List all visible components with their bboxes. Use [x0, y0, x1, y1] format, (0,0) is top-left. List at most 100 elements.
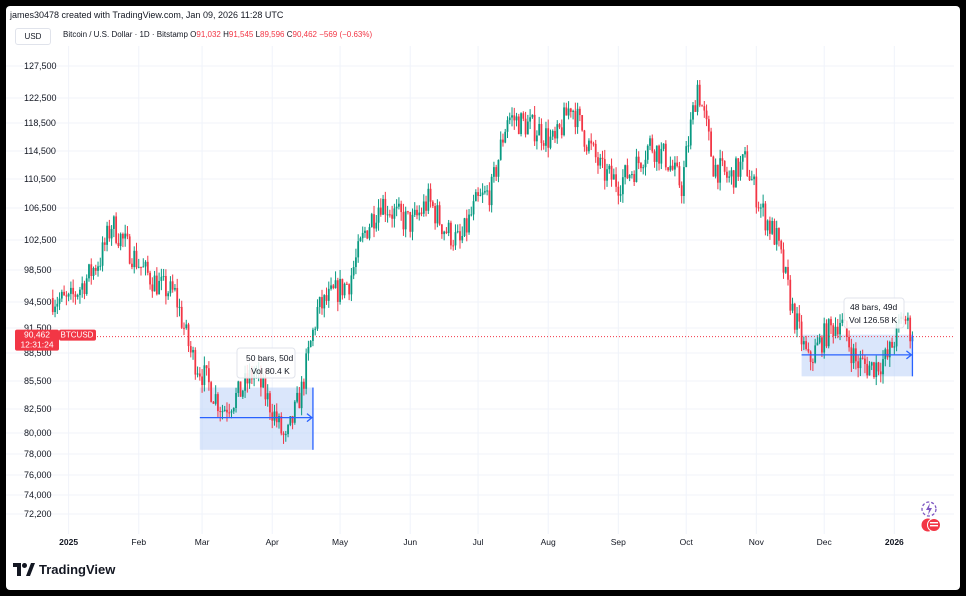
candle-body	[420, 212, 423, 214]
candle-body	[137, 266, 140, 268]
candle	[232, 407, 235, 414]
candle-body	[228, 412, 231, 414]
candle	[343, 282, 346, 299]
measure-label-line1: 50 bars, 50d	[246, 353, 294, 363]
lightning-icon[interactable]	[920, 500, 938, 518]
candle	[483, 185, 486, 195]
candle	[187, 322, 190, 352]
candle-body	[434, 206, 437, 224]
candle	[133, 246, 136, 274]
candle-body	[97, 266, 99, 271]
candle-body	[379, 207, 382, 215]
candle	[196, 366, 199, 378]
y-tick-label: 127,500	[24, 61, 57, 71]
candle-body	[361, 232, 364, 239]
y-tick-label: 106,500	[24, 203, 57, 213]
candle	[481, 183, 484, 203]
candle-body	[377, 207, 380, 223]
candle-body	[904, 319, 907, 321]
candle-body	[864, 358, 866, 364]
candle	[167, 291, 170, 300]
price-chart[interactable]: 72,200 74,000 76,000 78,000 80,000 82,500 85,5…	[6, 6, 960, 590]
candle	[212, 401, 215, 404]
candle	[131, 258, 133, 270]
candle-body	[798, 313, 801, 322]
candle-body	[809, 351, 812, 362]
candle	[128, 233, 131, 265]
candle-body	[140, 266, 142, 268]
candle-body	[619, 194, 622, 196]
candle	[789, 275, 792, 315]
candle-body	[189, 346, 192, 353]
candle	[97, 261, 99, 277]
candle-body	[825, 323, 828, 347]
candle	[307, 340, 310, 361]
candle	[870, 361, 873, 371]
measure-label-line2: Vol 126.58 K	[849, 315, 898, 325]
candle	[176, 278, 179, 318]
candle-body	[735, 158, 737, 188]
candle	[538, 116, 541, 136]
candle	[572, 109, 574, 120]
candle	[135, 242, 138, 270]
candle	[391, 205, 394, 228]
candle-body	[696, 84, 699, 112]
candle-body	[811, 361, 814, 363]
candle	[646, 144, 649, 164]
currency-button[interactable]: USD	[15, 28, 51, 45]
flag-icon[interactable]	[921, 517, 941, 533]
candle-body	[882, 359, 884, 375]
candle	[588, 138, 590, 154]
candle-body	[576, 108, 579, 128]
candle	[567, 101, 570, 120]
candle	[640, 161, 642, 172]
candle-body	[131, 263, 133, 268]
candle-body	[368, 227, 371, 239]
candle	[79, 286, 81, 304]
candle-body	[610, 165, 613, 180]
tradingview-logo[interactable]: TradingView	[13, 562, 115, 577]
candle-body	[126, 233, 129, 237]
candle	[875, 355, 878, 386]
candle	[429, 183, 432, 208]
candle-body	[135, 250, 138, 268]
candle-body	[651, 138, 654, 152]
candle-body	[477, 192, 479, 196]
candle	[398, 197, 400, 210]
candle-body	[470, 214, 473, 216]
candle	[239, 381, 242, 397]
candle	[739, 155, 742, 181]
candle	[207, 361, 210, 391]
candle	[750, 170, 753, 181]
candle-body	[171, 281, 174, 290]
candle	[744, 146, 746, 158]
candle	[513, 107, 516, 130]
candle	[203, 356, 206, 392]
candle	[325, 287, 328, 305]
candle-body	[807, 348, 810, 352]
candle	[370, 212, 373, 228]
candle-body	[298, 392, 301, 409]
candle-body	[642, 167, 645, 169]
candle-body	[848, 336, 850, 348]
candle	[463, 217, 466, 238]
candle	[171, 274, 174, 293]
candle-body	[69, 287, 72, 294]
candle-body	[868, 365, 871, 376]
candle-body	[612, 174, 615, 180]
candle-body	[531, 114, 534, 118]
candle-body	[418, 212, 421, 216]
candle	[511, 107, 513, 127]
candle-body	[569, 108, 572, 112]
candle-body	[800, 321, 803, 345]
candle-body	[757, 207, 760, 209]
x-tick-label: Dec	[817, 537, 833, 547]
candle	[486, 185, 489, 196]
candle-body	[771, 220, 774, 234]
candle	[814, 338, 817, 364]
candle-body	[635, 156, 638, 182]
candle	[103, 237, 106, 252]
credit-text: james30478 created with TradingView.com,…	[10, 10, 284, 20]
x-tick-label: 2025	[59, 537, 78, 547]
candle	[409, 211, 412, 238]
